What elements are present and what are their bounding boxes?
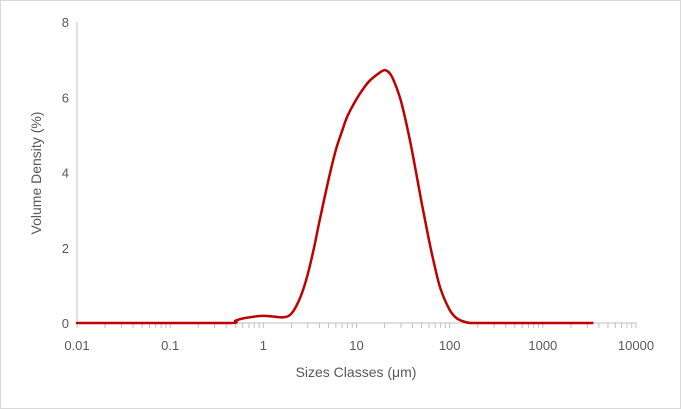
y-tick-labels: 0 2 4 6 8	[62, 15, 69, 331]
x-axis-title: Sizes Classes (μm)	[296, 364, 417, 380]
y-tick-label: 6	[62, 90, 69, 105]
x-tick-label: 1	[260, 338, 267, 353]
series-line	[75, 68, 594, 325]
y-axis-title: Volume Density (%)	[28, 112, 44, 235]
y-tick-label: 0	[62, 316, 69, 331]
x-tick-label: 10	[349, 338, 363, 353]
x-tick-label: 0.01	[64, 338, 89, 353]
y-tick-label: 8	[62, 15, 69, 30]
y-tick-label: 2	[62, 241, 69, 256]
x-tick-label: 100	[439, 338, 461, 353]
x-tick-label: 0.1	[161, 338, 179, 353]
x-tick-label: 1000	[528, 338, 557, 353]
y-tick-label: 4	[62, 166, 69, 181]
x-tick-labels: 0.01 0.1 1 10 100 1000 10000	[64, 338, 654, 353]
x-tick-label: 10000	[618, 338, 654, 353]
